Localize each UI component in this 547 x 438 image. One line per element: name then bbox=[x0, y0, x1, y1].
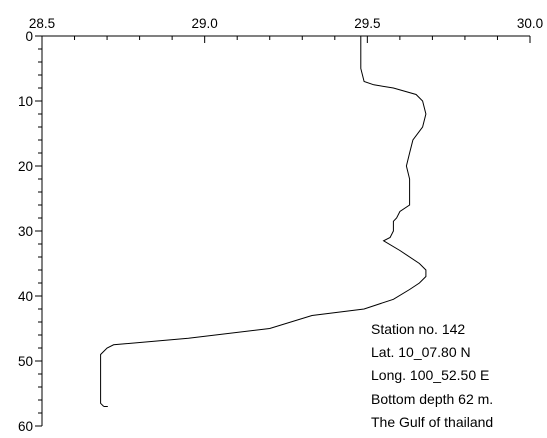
plot-area bbox=[100, 36, 427, 407]
x-tick-label: 28.5 bbox=[29, 16, 55, 31]
y-axis: 0 10 20 30 40 50 60 bbox=[18, 29, 43, 434]
x-tick-label: 30.0 bbox=[517, 16, 543, 31]
x-tick-label: 29.5 bbox=[354, 16, 380, 31]
station-info: Station no. 142 Lat. 10_07.80 N Long. 10… bbox=[371, 318, 493, 434]
y-tick-label: 60 bbox=[18, 419, 33, 434]
y-tick-label: 10 bbox=[18, 94, 33, 109]
location-name: The Gulf of thailand bbox=[371, 413, 494, 430]
y-tick-label: 20 bbox=[18, 159, 33, 174]
longitude: Long. 100_52.50 E bbox=[371, 367, 490, 384]
y-tick-label: 0 bbox=[25, 29, 33, 44]
x-tick-label: 29.0 bbox=[192, 16, 218, 31]
bottom-depth: Bottom depth 62 m. bbox=[371, 390, 494, 407]
station-number: Station no. 142 bbox=[371, 321, 466, 337]
x-axis: 28.5 29.0 29.5 30.0 bbox=[29, 16, 543, 43]
latitude: Lat. 10_07.80 N bbox=[371, 344, 471, 361]
profile-series-line bbox=[100, 36, 427, 407]
y-tick-label: 50 bbox=[18, 354, 33, 369]
y-tick-label: 40 bbox=[18, 289, 33, 304]
y-tick-label: 30 bbox=[18, 224, 33, 239]
